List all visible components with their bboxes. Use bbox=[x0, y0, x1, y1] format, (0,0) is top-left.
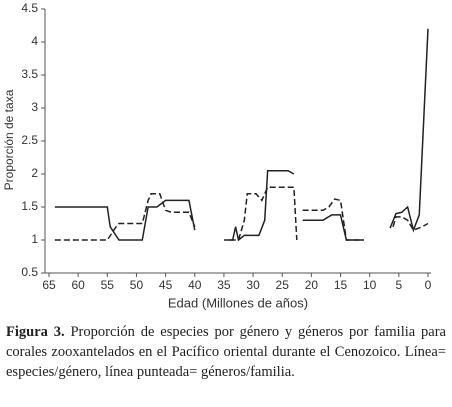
x-axis-label: Edad (Millones de años) bbox=[168, 295, 308, 310]
y-tick-label: 4 bbox=[31, 34, 38, 48]
y-tick-label: 1 bbox=[31, 232, 38, 246]
x-tick-label: 55 bbox=[101, 278, 115, 292]
x-tick-label: 45 bbox=[159, 278, 173, 292]
y-tick-label: 0.5 bbox=[21, 265, 38, 279]
x-tick-label: 20 bbox=[305, 278, 319, 292]
chart: Proporción de taxa Edad (Millones de año… bbox=[2, 1, 432, 310]
x-tick-label: 35 bbox=[217, 278, 231, 292]
series-line bbox=[54, 28, 429, 242]
y-tick-label: 4.5 bbox=[21, 1, 38, 15]
x-tick-label: 10 bbox=[363, 278, 377, 292]
x-tick-label: 40 bbox=[188, 278, 202, 292]
caption: Figura 3. Proporción de especies por gén… bbox=[6, 322, 446, 382]
caption-text: Proporción de especies por género y géne… bbox=[6, 324, 446, 380]
x-tick-label: 25 bbox=[276, 278, 290, 292]
y-tick-label: 2 bbox=[31, 166, 38, 180]
x-tick-label: 50 bbox=[130, 278, 144, 292]
x-tick-label: 60 bbox=[71, 278, 85, 292]
y-tick-label: 2.5 bbox=[21, 133, 38, 147]
y-axis-label: Proporción de taxa bbox=[2, 89, 16, 190]
y-tick-label: 3 bbox=[31, 100, 38, 114]
x-tick-label: 0 bbox=[425, 278, 432, 292]
caption-label: Figura 3. bbox=[6, 324, 65, 340]
x-tick-label: 65 bbox=[42, 278, 56, 292]
y-tick-label: 1.5 bbox=[21, 199, 38, 213]
series-line bbox=[54, 186, 429, 241]
x-tick-label: 5 bbox=[396, 278, 403, 292]
x-tick-label: 15 bbox=[334, 278, 348, 292]
x-tick-label: 30 bbox=[246, 278, 260, 292]
y-tick-label: 3.5 bbox=[21, 67, 38, 81]
